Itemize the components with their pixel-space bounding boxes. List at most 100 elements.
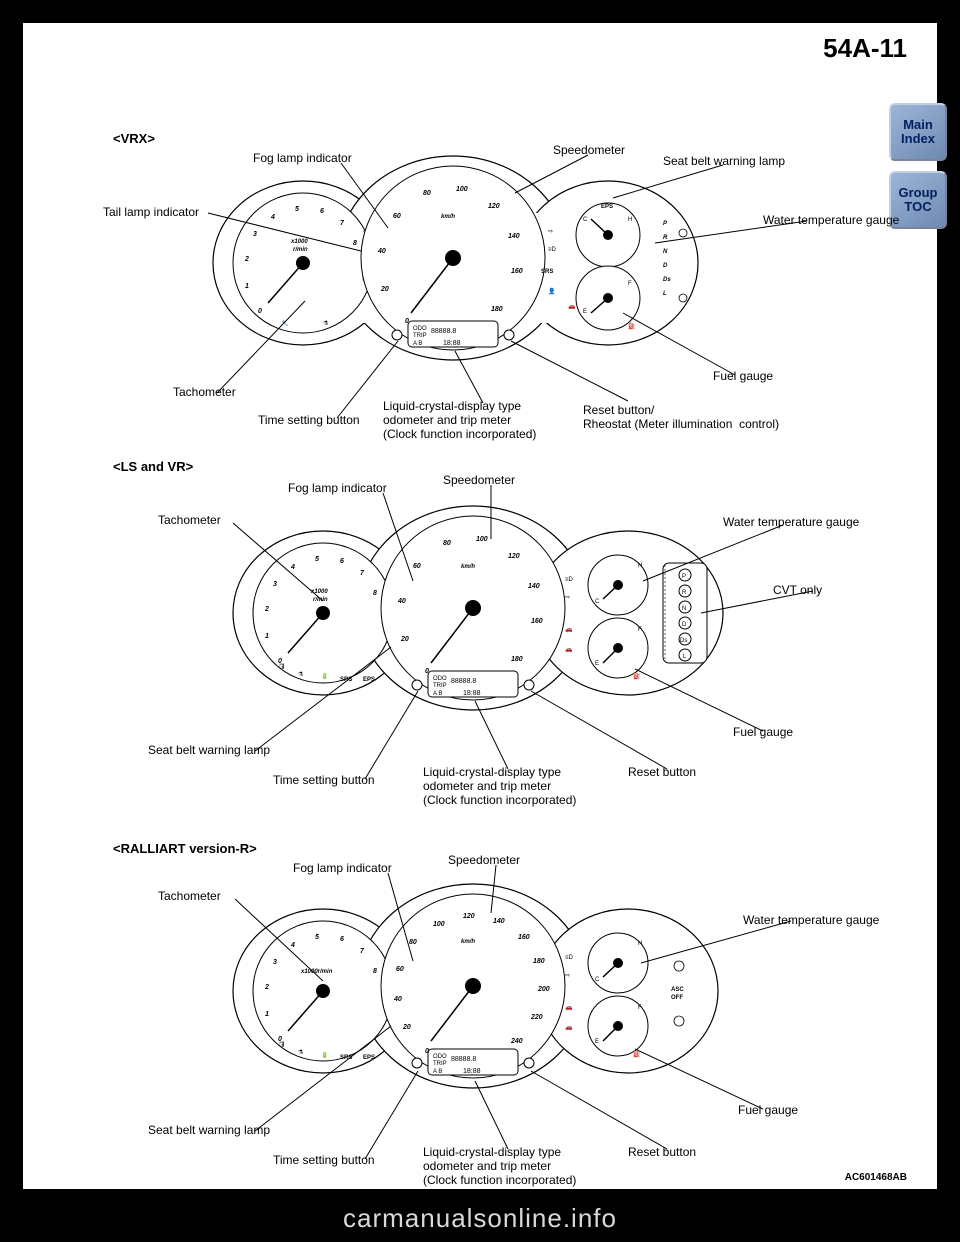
vrx-fuel-label: Fuel gauge [713, 369, 773, 383]
svg-text:5: 5 [315, 556, 319, 563]
svg-text:⇨: ⇨ [565, 973, 570, 979]
svg-text:TRIP: TRIP [433, 1061, 447, 1067]
svg-text:1: 1 [265, 1011, 269, 1018]
ra-seatbelt-label: Seat belt warning lamp [148, 1123, 270, 1137]
svg-text:D: D [682, 622, 687, 628]
ra-reset-label: Reset button [628, 1145, 696, 1159]
svg-text:60: 60 [393, 213, 401, 220]
svg-text:🔋: 🔋 [321, 1051, 328, 1059]
svg-text:80: 80 [423, 190, 431, 197]
svg-text:km/h: km/h [461, 564, 475, 570]
vrx-seatbelt-label: Seat belt warning lamp [663, 154, 785, 168]
svg-text:40: 40 [397, 598, 406, 605]
svg-text:≡D: ≡D [565, 577, 574, 583]
svg-text:ODO: ODO [413, 326, 427, 332]
svg-text:EPS: EPS [363, 677, 375, 683]
svg-text:18:88: 18:88 [463, 690, 481, 697]
svg-text:3: 3 [253, 231, 257, 238]
lsvr-cvt-label: CVT only [773, 583, 822, 597]
ra-fog-label: Fog lamp indicator [293, 861, 392, 875]
main-index-button[interactable]: Main Index [889, 103, 947, 161]
svg-text:km/h: km/h [441, 214, 455, 220]
svg-text:⚗: ⚗ [298, 671, 304, 678]
svg-text:E: E [583, 309, 587, 315]
ra-timeset-label: Time setting button [273, 1153, 375, 1167]
ra-lcd-label: Liquid-crystal-display type odometer and… [423, 1145, 576, 1187]
svg-text:160: 160 [511, 268, 523, 275]
figure-code: AC601468AB [845, 1172, 907, 1183]
svg-text:⇨: ⇨ [548, 229, 553, 235]
svg-text:120: 120 [488, 203, 500, 210]
svg-text:⇨: ⇨ [565, 595, 570, 601]
vrx-tach-label: Tachometer [173, 385, 236, 399]
svg-text:5: 5 [315, 934, 319, 941]
svg-text:R: R [682, 590, 687, 596]
svg-text:140: 140 [493, 918, 505, 925]
lsvr-reset-label: Reset button [628, 765, 696, 779]
svg-text:4: 4 [270, 214, 275, 221]
svg-text:2: 2 [264, 606, 269, 613]
lsvr-fuel-label: Fuel gauge [733, 725, 793, 739]
cluster-ralliart: 012345678 x1000r/min ⚗ 🔋 🛢 SRS EPS ⇦ ≡D … [193, 881, 753, 1101]
lsvr-tach-label: Tachometer [158, 513, 221, 527]
svg-text:40: 40 [377, 248, 386, 255]
section-title-vrx: <VRX> [113, 131, 155, 146]
ra-fuel-label: Fuel gauge [738, 1103, 798, 1117]
svg-text:F: F [628, 281, 632, 287]
svg-text:Ds: Ds [680, 638, 687, 644]
svg-text:TRIP: TRIP [433, 683, 447, 689]
svg-text:8: 8 [353, 240, 357, 247]
svg-text:20: 20 [380, 286, 389, 293]
svg-text:R: R [663, 235, 668, 241]
svg-text:E: E [595, 661, 599, 667]
svg-text:C: C [583, 217, 588, 223]
svg-text:E: E [595, 1039, 599, 1045]
lsvr-fog-label: Fog lamp indicator [288, 481, 387, 495]
vrx-tail-label: Tail lamp indicator [103, 205, 199, 219]
svg-text:88888.8: 88888.8 [451, 1056, 476, 1063]
svg-text:2: 2 [244, 256, 249, 263]
svg-text:km/h: km/h [461, 939, 475, 945]
vrx-lcd-label: Liquid-crystal-display type odometer and… [383, 399, 536, 441]
vrx-speedo-label: Speedometer [553, 143, 625, 157]
vrx-fog-label: Fog lamp indicator [253, 151, 352, 165]
svg-text:180: 180 [491, 306, 503, 313]
svg-text:A B: A B [433, 1069, 442, 1075]
ra-water-label: Water temperature gauge [743, 913, 879, 927]
svg-text:F: F [638, 627, 642, 633]
svg-text:60: 60 [396, 966, 404, 973]
svg-text:⚗: ⚗ [323, 320, 329, 327]
svg-text:👤: 👤 [548, 287, 555, 295]
cluster-vrx: 0 1 2 3 4 5 6 7 8 x1000 r/min ⇦ ≡D 🔋 🛢 ⚗… [173, 153, 733, 373]
svg-text:🛢: 🛢 [278, 1041, 286, 1048]
svg-text:P: P [682, 574, 686, 580]
svg-text:180: 180 [511, 656, 523, 663]
watermark: carmanualsonline.info [0, 1203, 960, 1234]
svg-text:⛽: ⛽ [628, 322, 636, 330]
cluster-lsvr: 012345678 x1000 r/min ⚗ 🔋 🛢 SRS EPS ⇦ ≡D… [193, 503, 753, 723]
svg-text:x1000: x1000 [310, 589, 328, 595]
svg-text:100: 100 [433, 921, 445, 928]
svg-text:4: 4 [290, 564, 295, 571]
svg-text:TRIP: TRIP [413, 333, 427, 339]
svg-text:N: N [663, 249, 668, 255]
svg-text:160: 160 [518, 934, 530, 941]
svg-text:H: H [628, 217, 632, 223]
svg-text:1: 1 [265, 633, 269, 640]
svg-text:EPS: EPS [601, 204, 613, 210]
svg-text:100: 100 [476, 536, 488, 543]
svg-text:OFF: OFF [671, 995, 683, 1001]
svg-text:🚗: 🚗 [565, 1025, 573, 1031]
svg-text:80: 80 [443, 540, 451, 547]
svg-text:Ds: Ds [663, 277, 671, 283]
svg-text:SRS: SRS [541, 269, 553, 275]
svg-text:r/min: r/min [293, 247, 308, 253]
svg-text:3: 3 [273, 959, 277, 966]
svg-text:6: 6 [340, 558, 344, 565]
main-index-label: Main Index [901, 118, 935, 147]
svg-text:8: 8 [373, 590, 377, 597]
svg-text:ODO: ODO [433, 1054, 447, 1060]
svg-text:180: 180 [533, 958, 545, 965]
svg-text:1: 1 [245, 283, 249, 290]
svg-text:🚗: 🚗 [565, 647, 573, 653]
